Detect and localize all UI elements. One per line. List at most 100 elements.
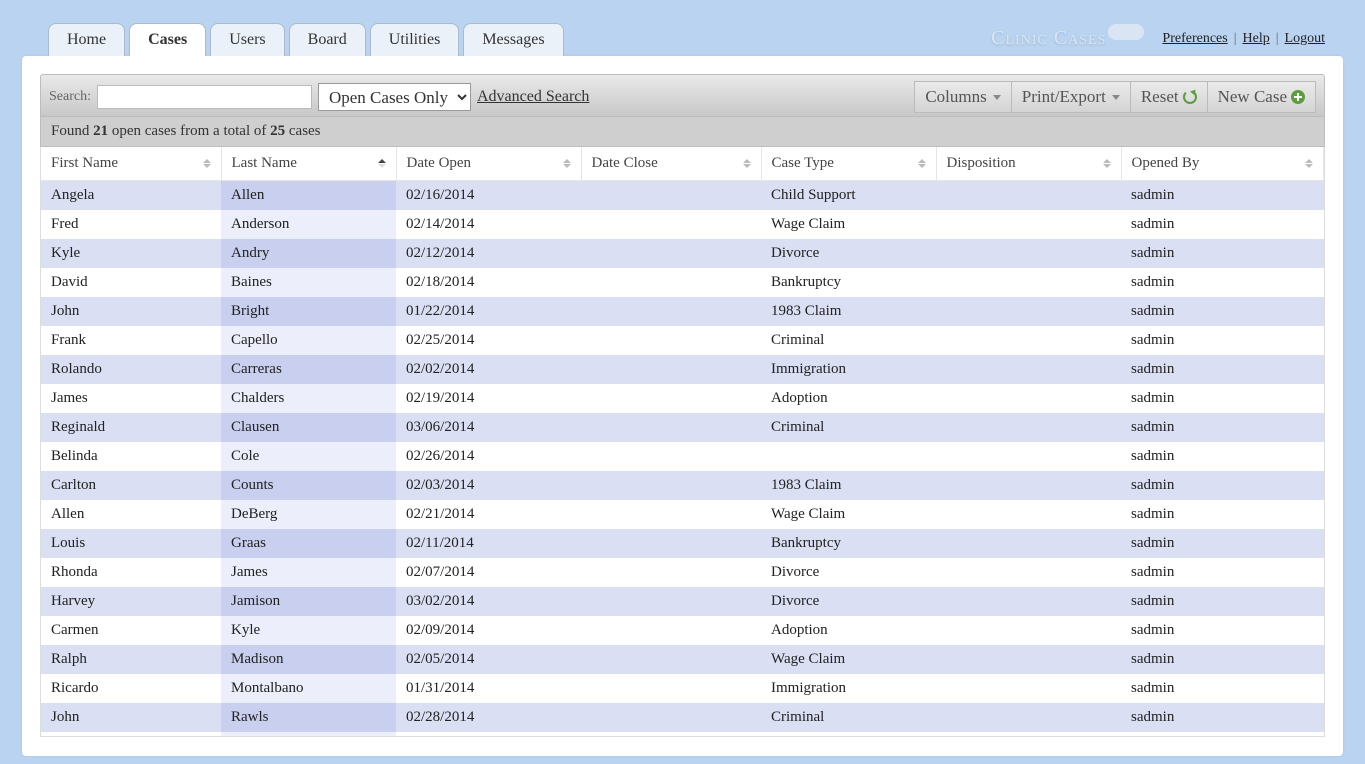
preferences-link[interactable]: Preferences <box>1162 31 1227 47</box>
cell-dateOpen: 03/06/2014 <box>396 413 581 442</box>
table-row[interactable]: ReginaldClausen03/06/2014Criminalsadmin <box>41 413 1324 442</box>
table-row[interactable]: FredAnderson02/14/2014Wage Claimsadmin <box>41 210 1324 239</box>
cell-lastName: Allen <box>221 181 396 211</box>
help-link[interactable]: Help <box>1243 31 1270 47</box>
logout-link[interactable]: Logout <box>1285 31 1325 47</box>
tab-cases[interactable]: Cases <box>129 23 206 56</box>
top-right-links: Clinic Cases Preferences | Help | Logout <box>991 27 1325 56</box>
table-row[interactable]: JamesChalders02/19/2014Adoptionsadmin <box>41 384 1324 413</box>
cell-lastName: Anderson <box>221 210 396 239</box>
cell-dateOpen: 02/02/2014 <box>396 355 581 384</box>
table-row[interactable]: BelindaCole02/26/2014sadmin <box>41 442 1324 471</box>
cell-dateClose <box>581 616 761 645</box>
print-export-button[interactable]: Print/Export <box>1012 81 1131 113</box>
cell-disposition <box>936 210 1121 239</box>
reset-label: Reset <box>1141 87 1179 107</box>
cell-firstName: David <box>41 268 221 297</box>
cell-dateClose <box>581 268 761 297</box>
cell-dateOpen: 02/03/2014 <box>396 471 581 500</box>
table-row[interactable]: RolandoCarreras02/02/2014Immigrationsadm… <box>41 355 1324 384</box>
cell-caseType: Divorce <box>761 239 936 268</box>
cell-openedBy: sadmin <box>1121 297 1324 326</box>
search-input[interactable] <box>97 85 312 109</box>
cell-caseType: Criminal <box>761 413 936 442</box>
cell-lastName: Madison <box>221 645 396 674</box>
cell-caseType <box>761 442 936 471</box>
table-row[interactable]: AngelaAllen02/16/2014Child Supportsadmin <box>41 181 1324 211</box>
cell-dateClose <box>581 413 761 442</box>
cell-dateOpen: 01/22/2014 <box>396 297 581 326</box>
reset-button[interactable]: Reset <box>1131 81 1208 113</box>
col-header-firstName[interactable]: First Name <box>41 147 221 181</box>
table-row[interactable]: DavidBaines02/18/2014Bankruptcysadmin <box>41 268 1324 297</box>
tab-board[interactable]: Board <box>289 23 366 56</box>
col-label: Date Open <box>407 155 472 171</box>
table-row[interactable]: KevinRobert02/23/2014Criminalsadmin <box>41 732 1324 737</box>
cell-caseType: Divorce <box>761 558 936 587</box>
cell-dateClose <box>581 355 761 384</box>
columns-button[interactable]: Columns <box>914 81 1011 113</box>
new-case-label: New Case <box>1218 87 1287 107</box>
cell-openedBy: sadmin <box>1121 616 1324 645</box>
tab-utilities[interactable]: Utilities <box>370 23 460 56</box>
cell-openedBy: sadmin <box>1121 355 1324 384</box>
sort-icon <box>1103 159 1111 168</box>
col-label: Date Close <box>592 155 658 171</box>
new-case-button[interactable]: New Case <box>1208 81 1316 113</box>
cell-firstName: John <box>41 297 221 326</box>
cell-disposition <box>936 558 1121 587</box>
table-row[interactable]: RhondaJames02/07/2014Divorcesadmin <box>41 558 1324 587</box>
table-container[interactable]: First NameLast Name Date Open Date Close Ca… <box>40 147 1325 737</box>
cell-caseType: Child Support <box>761 181 936 211</box>
tab-home[interactable]: Home <box>48 23 125 56</box>
table-row[interactable]: LouisGraas02/11/2014Bankruptcysadmin <box>41 529 1324 558</box>
result-total-count: 25 <box>270 123 285 139</box>
cell-lastName: Kyle <box>221 616 396 645</box>
table-row[interactable]: RicardoMontalbano01/31/2014Immigrationsa… <box>41 674 1324 703</box>
tab-users[interactable]: Users <box>210 23 284 56</box>
table-row[interactable]: FrankCapello02/25/2014Criminalsadmin <box>41 326 1324 355</box>
cell-lastName: Andry <box>221 239 396 268</box>
col-header-dateClose[interactable]: Date Close <box>581 147 761 181</box>
col-header-disposition[interactable]: Disposition <box>936 147 1121 181</box>
col-header-caseType[interactable]: Case Type <box>761 147 936 181</box>
cell-dateClose <box>581 384 761 413</box>
table-row[interactable]: JohnRawls02/28/2014Criminalsadmin <box>41 703 1324 732</box>
table-row[interactable]: CarltonCounts02/03/20141983 Claimsadmin <box>41 471 1324 500</box>
cell-dateClose <box>581 471 761 500</box>
tab-messages[interactable]: Messages <box>463 23 563 56</box>
cell-openedBy: sadmin <box>1121 674 1324 703</box>
sort-icon <box>1305 159 1313 168</box>
cell-disposition <box>936 268 1121 297</box>
table-row[interactable]: CarmenKyle02/09/2014Adoptionsadmin <box>41 616 1324 645</box>
cell-disposition <box>936 384 1121 413</box>
cell-dateClose <box>581 529 761 558</box>
cell-firstName: Frank <box>41 326 221 355</box>
cell-lastName: James <box>221 558 396 587</box>
cell-caseType: Wage Claim <box>761 645 936 674</box>
cell-lastName: Counts <box>221 471 396 500</box>
cell-dateOpen: 02/18/2014 <box>396 268 581 297</box>
filter-select[interactable]: Open Cases Only <box>318 83 471 111</box>
cell-lastName: Robert <box>221 732 396 737</box>
cloud-icon <box>1108 24 1144 40</box>
table-row[interactable]: KyleAndry02/12/2014Divorcesadmin <box>41 239 1324 268</box>
table-row[interactable]: JohnBright01/22/20141983 Claimsadmin <box>41 297 1324 326</box>
cell-dateOpen: 02/25/2014 <box>396 326 581 355</box>
cell-disposition <box>936 529 1121 558</box>
cell-lastName: Baines <box>221 268 396 297</box>
col-header-openedBy[interactable]: Opened By <box>1121 147 1324 181</box>
sort-icon <box>378 159 386 168</box>
table-row[interactable]: AllenDeBerg02/21/2014Wage Claimsadmin <box>41 500 1324 529</box>
cell-dateOpen: 02/23/2014 <box>396 732 581 737</box>
col-header-dateOpen[interactable]: Date Open <box>396 147 581 181</box>
advanced-search-link[interactable]: Advanced Search <box>477 88 589 106</box>
cell-firstName: Belinda <box>41 442 221 471</box>
col-header-lastName[interactable]: Last Name <box>221 147 396 181</box>
table-row[interactable]: RalphMadison02/05/2014Wage Claimsadmin <box>41 645 1324 674</box>
table-row[interactable]: HarveyJamison03/02/2014Divorcesadmin <box>41 587 1324 616</box>
chevron-down-icon <box>1112 95 1120 100</box>
cell-caseType: Criminal <box>761 703 936 732</box>
logo-text: Clinic Cases <box>991 27 1106 49</box>
cell-dateOpen: 02/07/2014 <box>396 558 581 587</box>
